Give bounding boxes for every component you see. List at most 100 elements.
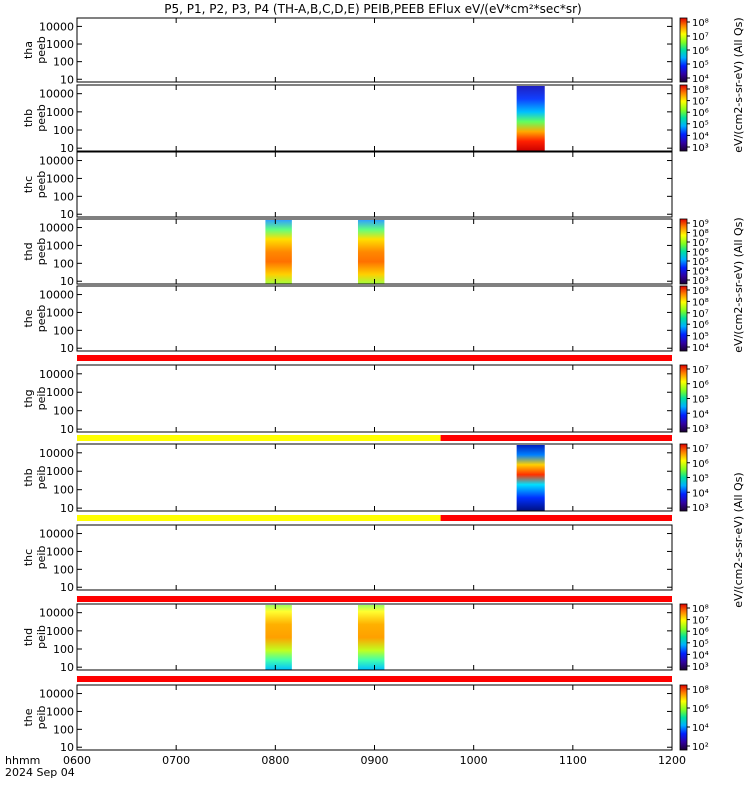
spectrogram-block [357, 605, 385, 670]
y-tick-label: 10000 [39, 222, 74, 235]
colorbar-tick-label: 10⁸ [692, 229, 709, 240]
x-tick-label: 1100 [559, 754, 587, 767]
colorbar-tick-label: 10⁵ [692, 395, 709, 406]
colorbar [679, 603, 688, 671]
colorbar [679, 218, 688, 285]
y-tick-label: 10 [60, 73, 74, 86]
colorbar-tick-label: 10⁷ [692, 97, 709, 108]
time-axis-date-label: 2024 Sep 04 [5, 766, 75, 779]
panel-product-label: peib [35, 546, 48, 570]
y-tick-label: 1000 [46, 545, 74, 558]
colorbar-tick-label: 10⁸ [692, 685, 709, 696]
spectrogram-block [516, 445, 545, 511]
y-tick-label: 1000 [46, 625, 74, 638]
panel-frame [76, 84, 673, 152]
y-tick-label: 10000 [39, 528, 74, 541]
y-tick-label: 100 [53, 257, 74, 270]
panel-thb-peib: 10 100 1000 10000 thb peib 10³ 10⁴ 10⁵ 10⁶ 10⁷ [22, 443, 709, 515]
colorbar-tick-label: 10⁸ [692, 604, 709, 615]
y-tick-label: 10 [60, 275, 74, 288]
colorbar-tick-label: 10⁷ [692, 309, 709, 320]
panel-product-label: peeb [35, 36, 48, 64]
colorbar-tick-label: 10⁷ [692, 365, 709, 376]
panel-thd-peeb: 10 100 1000 10000 thd peeb 10³10⁴10⁵10⁶10⁷10⁸1… [22, 218, 709, 288]
panel-product-label: peeb [35, 238, 48, 266]
panel-tha-peeb: 10 100 1000 10000 tha peeb 10⁴ 10⁵ 10⁶ 10⁷ 10⁸ [22, 17, 709, 86]
panel-frame [76, 17, 673, 83]
panel-product-label: peeb [35, 305, 48, 333]
colorbar [679, 364, 688, 433]
panel-product-label: peib [35, 387, 48, 411]
x-tick-label: 0700 [162, 754, 190, 767]
colorbar-tick-label: 10⁶ [692, 320, 709, 331]
panel-frame [76, 524, 673, 591]
colorbar-tick-label: 10³ [692, 276, 709, 287]
colorbar-tick-label: 10⁶ [692, 46, 709, 57]
y-tick-label: 100 [53, 190, 74, 203]
panel-frame [76, 364, 673, 433]
colorbar-tick-label: 10⁹ [692, 286, 709, 297]
colorbar-tick-label: 10⁵ [692, 257, 709, 268]
colorbar-tick-label: 10⁵ [692, 639, 709, 650]
colorbar-tick-label: 10⁶ [692, 704, 709, 715]
x-tick-label: 0600 [63, 754, 91, 767]
colorbar-unit-label: eV/(cm2-s-sr-eV) (All Qs) [732, 472, 745, 607]
colorbar-tick-label: 10⁴ [692, 74, 709, 85]
panel-probe-label: thd [22, 242, 35, 260]
colorbar-tick-label: 10⁶ [692, 459, 709, 470]
colorbar-unit-label: eV/(cm2-s-sr-eV) (All Qs) [732, 217, 745, 352]
colorbar-tick-label: 10⁴ [692, 343, 709, 354]
y-tick-label: 100 [53, 324, 74, 337]
colorbar-tick-label: 10⁴ [692, 723, 709, 734]
panel-probe-label: thb [22, 468, 35, 486]
colorbar [679, 285, 688, 352]
panel-probe-label: thg [22, 389, 35, 407]
y-tick-label: 10000 [39, 688, 74, 701]
y-tick-label: 10 [60, 142, 74, 155]
colorbar-tick-label: 10⁷ [692, 444, 709, 455]
panel-frame [76, 443, 673, 512]
colorbar-tick-label: 10⁴ [692, 409, 709, 420]
y-tick-label: 1000 [46, 172, 74, 185]
y-tick-label: 10000 [39, 447, 74, 460]
colorbar-tick-label: 10⁴ [692, 650, 709, 661]
panel-frame [76, 285, 673, 352]
panel-thc-peeb: 10 100 1000 10000 thc peeb [22, 151, 673, 221]
y-tick-label: 10000 [39, 368, 74, 381]
panel-product-label: peib [35, 625, 48, 649]
y-tick-label: 1000 [46, 705, 74, 718]
y-tick-label: 10000 [39, 155, 74, 168]
colorbar-tick-label: 10⁷ [692, 238, 709, 249]
panel-probe-label: the [22, 309, 35, 327]
y-tick-label: 10 [60, 423, 74, 436]
colorbar-tick-label: 10⁷ [692, 32, 709, 43]
y-tick-label: 10 [60, 208, 74, 221]
colorbar-tick-label: 10³ [692, 503, 709, 514]
colorbar-tick-label: 10⁵ [692, 474, 709, 485]
y-tick-label: 10000 [39, 20, 74, 33]
panel-probe-label: thb [22, 109, 35, 127]
colorbar-tick-label: 10⁶ [692, 627, 709, 638]
colorbar-tick-label: 10⁶ [692, 248, 709, 259]
colorbar-tick-label: 10³ [692, 424, 709, 435]
y-tick-label: 100 [53, 56, 74, 69]
y-tick-label: 10 [60, 741, 74, 754]
colorbar-tick-label: 10³ [692, 662, 709, 673]
x-tick-label: 1200 [658, 754, 686, 767]
colorbar-tick-label: 10⁹ [692, 219, 709, 230]
y-tick-label: 10 [60, 581, 74, 594]
colorbar-tick-label: 10⁸ [692, 297, 709, 308]
spectrogram-block [357, 220, 385, 284]
y-tick-label: 10000 [39, 289, 74, 302]
y-tick-label: 100 [53, 643, 74, 656]
colorbar [679, 443, 688, 512]
colorbar-tick-label: 10⁸ [692, 18, 709, 29]
panel-thc-peib: 10 100 1000 10000 thc peib [22, 524, 673, 594]
colorbar-tick-label: 10⁴ [692, 488, 709, 499]
y-tick-label: 1000 [46, 465, 74, 478]
y-tick-label: 10 [60, 502, 74, 515]
